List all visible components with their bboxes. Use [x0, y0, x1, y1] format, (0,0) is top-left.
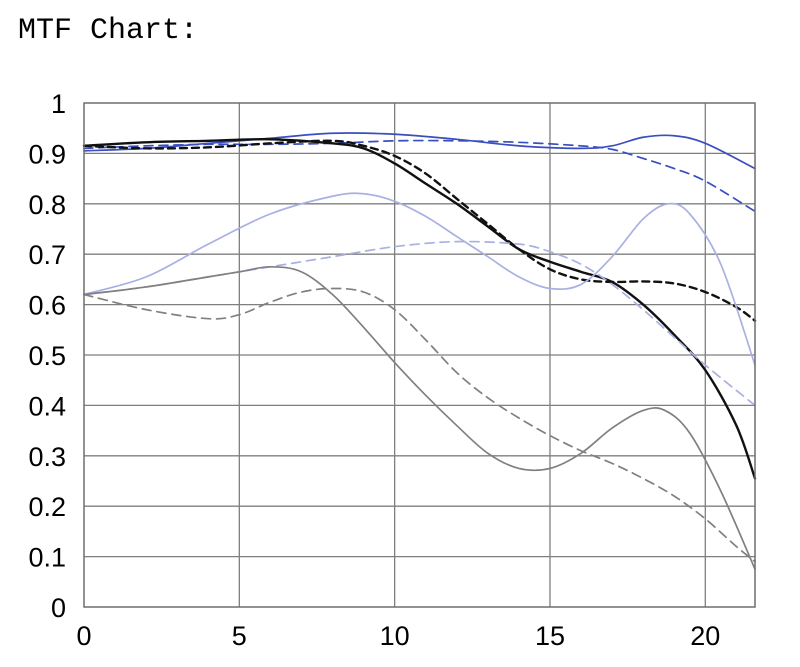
series-line-3 — [82, 139, 757, 322]
y-tick-label: 0.4 — [28, 391, 66, 421]
page-title: MTF Chart: — [18, 14, 199, 48]
y-tick-label: 1 — [51, 89, 66, 119]
y-tick-label: 0 — [51, 593, 66, 623]
x-tick-label: 0 — [76, 621, 91, 651]
x-tick-label: 20 — [690, 621, 720, 651]
x-tick-label: 15 — [535, 621, 565, 651]
y-tick-label: 0.2 — [28, 492, 66, 522]
grid-lines — [84, 103, 755, 607]
series-line-0 — [83, 132, 756, 170]
series-line-5 — [83, 240, 756, 407]
y-tick-label: 0.3 — [28, 442, 66, 472]
series-line-6 — [83, 265, 756, 571]
x-tick-label: 5 — [232, 621, 247, 651]
y-tick-label: 0.9 — [28, 139, 66, 169]
y-tick-label: 0.1 — [28, 543, 66, 573]
y-tick-label: 0.5 — [28, 341, 66, 371]
series-lines — [82, 132, 757, 571]
series-line-1 — [83, 139, 756, 213]
series-line-2 — [82, 138, 757, 480]
y-tick-label: 0.6 — [28, 291, 66, 321]
x-axis-tick-labels: 0 5 10 15 20 — [76, 621, 720, 651]
y-tick-label: 0.8 — [28, 190, 66, 220]
y-axis-tick-labels: 0 0.1 0.2 0.3 0.4 0.5 0.6 0.7 0.8 0.9 1 — [28, 89, 66, 623]
series-line-4 — [83, 192, 756, 366]
y-tick-label: 0.7 — [28, 240, 66, 270]
plot-frame — [83, 102, 756, 608]
series-line-7 — [83, 287, 756, 563]
x-tick-label: 10 — [380, 621, 410, 651]
